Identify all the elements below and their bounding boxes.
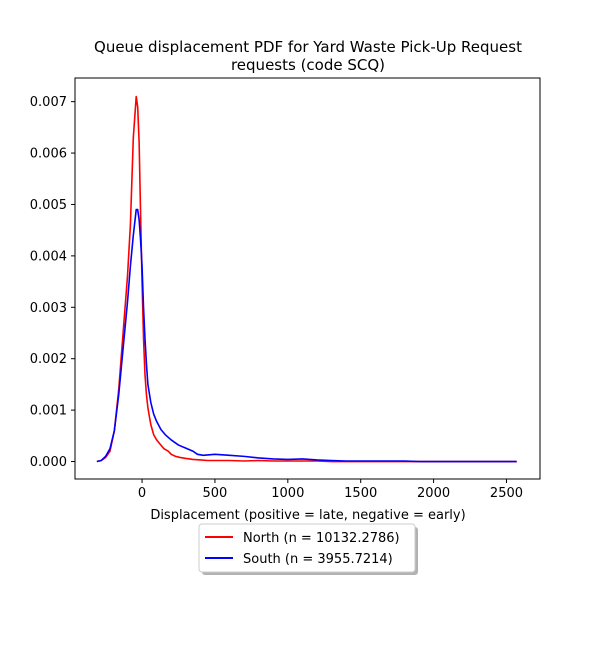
x-tick-label: 1000 [271,486,304,501]
x-tick-label: 0 [138,486,146,501]
y-axis-ticks: 0.000 0.001 0.002 0.003 0.004 0.005 0.006 0.007 [30,95,75,470]
x-tick-label: 2500 [490,486,523,501]
y-tick-label: 0.002 [30,352,67,367]
plot-area: 0 500 1000 1500 2000 2500 0.0000.0010.0020.00… [30,77,541,501]
chart-title-line-1: Queue displacement PDF for Yard Waste Pi… [94,38,522,56]
series-line-2 [96,208,517,463]
x-axis-label: Displacement (positive = late, negative … [150,508,465,523]
legend-box [198,523,416,573]
x-axis-ticks: 0 500 1000 1500 2000 2500 [138,479,523,501]
legend-entries: North (n = 10132.2786) South (n = 3955.72… [205,531,400,567]
x-tick-label: 1500 [344,486,377,501]
axes-frame [74,77,541,480]
y-tick-label: 0.001 [30,404,67,419]
y-tick-label: 0.000 [30,455,67,470]
y-tick-label: 0.005 [30,198,67,213]
legend-label: North (n = 10132.2786) [243,531,400,546]
x-tick-label: 500 [203,486,228,501]
y-tick-label: 0.004 [30,249,67,264]
y-tick-label: 0.003 [30,301,67,316]
y-tick-label: 0.006 [30,147,67,162]
x-tick-label: 2000 [417,486,450,501]
y-tick-label: 0.007 [30,95,67,110]
chart-title-line-2: requests (code SCQ) [231,56,385,74]
legend: North (n = 10132.2786) South (n = 3955.72… [198,523,418,575]
legend-label: South (n = 3955.7214) [243,552,393,567]
series-layer [96,95,517,463]
